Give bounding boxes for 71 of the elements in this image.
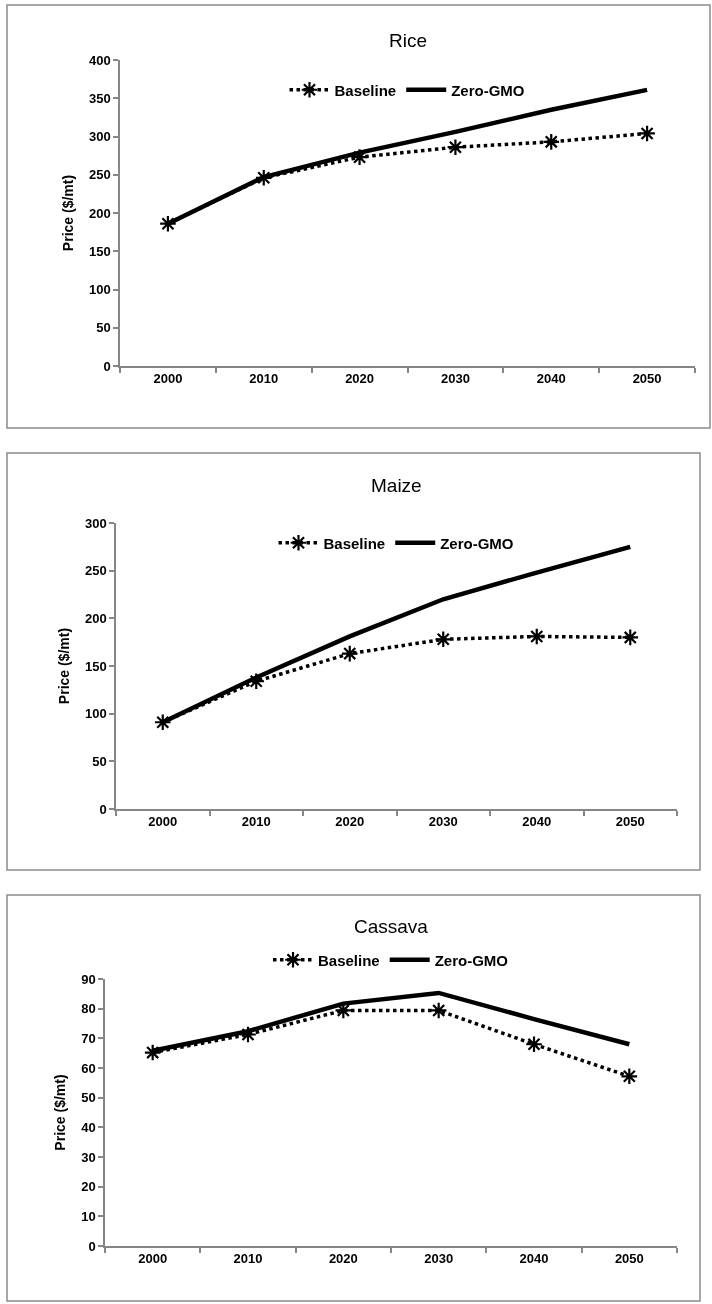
legend-label: Zero-GMO (434, 951, 509, 969)
point (620, 1067, 639, 1086)
x-tick-label: 2020 (335, 814, 365, 830)
x-tick-label: 2020 (345, 371, 375, 387)
y-tick-label: 50 (81, 1090, 96, 1106)
x-tick-label: 2000 (138, 1251, 168, 1267)
x-tick-label: 2010 (241, 814, 271, 830)
point (446, 138, 465, 157)
y-tick-label: 300 (88, 129, 111, 145)
y-tick-label: 50 (92, 753, 107, 769)
x-tick-label: 2000 (153, 371, 183, 387)
y-tick-label: 150 (84, 658, 107, 674)
x-tick-label: 2050 (614, 1251, 644, 1267)
y-tick-label: 100 (84, 706, 107, 722)
y-tick-label: 50 (96, 320, 111, 336)
y-tick-label: 100 (88, 282, 111, 298)
chart-title: Maize (371, 475, 422, 496)
x-tick-label: 2030 (440, 371, 470, 387)
point (159, 214, 177, 233)
y-tick-label: 30 (81, 1149, 96, 1165)
legend-label: Zero-GMO (451, 81, 525, 99)
legend-label: Baseline (334, 81, 397, 99)
y-tick-label: 0 (88, 1238, 96, 1254)
y-axis-title: Price ($/mt) (52, 1074, 69, 1151)
point (621, 628, 640, 647)
point (153, 713, 172, 732)
point (542, 132, 561, 151)
point (429, 1001, 448, 1020)
x-tick-label: 2010 (249, 371, 279, 387)
y-tick-label: 300 (84, 515, 107, 531)
y-tick-label: 90 (81, 971, 96, 987)
x-tick-label: 2020 (328, 1251, 358, 1267)
legend-label: Zero-GMO (440, 534, 514, 552)
y-tick-label: 200 (84, 610, 107, 626)
chart-title: Rice (389, 30, 428, 51)
x-tick-label: 2030 (428, 814, 458, 830)
legend-label: Baseline (323, 534, 386, 552)
x-tick-label: 2000 (148, 814, 178, 830)
y-tick-label: 150 (88, 243, 111, 259)
y-axis-title: Price ($/mt) (56, 627, 73, 705)
point (254, 168, 273, 187)
point (638, 124, 656, 143)
y-axis-title: Price ($/mt) (60, 174, 77, 252)
legend-label: Baseline (318, 951, 380, 969)
y-tick-label: 0 (99, 801, 107, 817)
point (434, 630, 453, 649)
y-tick-label: 350 (88, 90, 111, 106)
y-tick-label: 80 (81, 1001, 96, 1017)
y-tick-label: 0 (103, 358, 111, 374)
point (350, 148, 369, 167)
point (525, 1035, 543, 1054)
y-tick-label: 60 (81, 1060, 96, 1076)
y-tick-label: 20 (81, 1179, 96, 1195)
y-tick-label: 70 (81, 1030, 96, 1046)
y-tick-label: 10 (81, 1208, 96, 1224)
point (143, 1043, 162, 1062)
y-tick-label: 250 (88, 167, 111, 183)
x-tick-label: 2010 (233, 1251, 263, 1267)
x-tick-label: 2050 (632, 371, 662, 387)
y-tick-label: 40 (81, 1119, 96, 1135)
x-tick-label: 2040 (536, 371, 566, 387)
x-tick-label: 2040 (522, 814, 552, 830)
x-tick-label: 2050 (615, 814, 645, 830)
y-tick-label: 250 (84, 563, 107, 579)
y-tick-label: 400 (88, 52, 111, 68)
chart-title: Cassava (354, 916, 429, 937)
x-tick-label: 2040 (519, 1251, 549, 1267)
x-tick-label: 2030 (424, 1251, 454, 1267)
point (239, 1025, 257, 1044)
y-tick-label: 200 (88, 205, 111, 221)
point (340, 644, 359, 663)
